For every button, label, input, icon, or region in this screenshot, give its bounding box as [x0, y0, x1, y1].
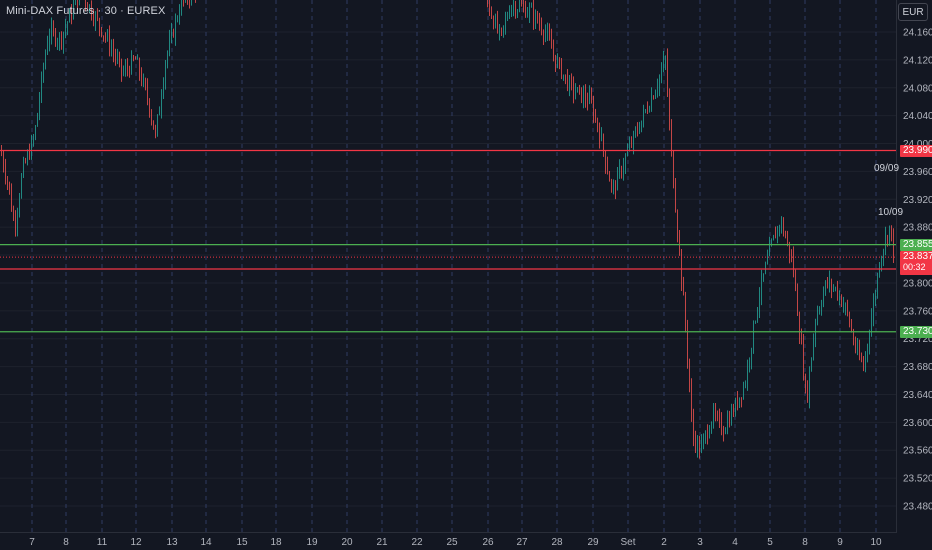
time-tick-label: 2	[661, 537, 667, 548]
price-tick-label: 23.960	[903, 167, 932, 178]
price-tick-label: 23.520	[903, 474, 932, 485]
current-price-tag: 23.837 00:32	[900, 251, 932, 274]
price-tick-label: 23.760	[903, 306, 932, 317]
time-tick-label: 20	[341, 537, 353, 548]
price-tick-label: 24.160	[903, 28, 932, 39]
price-tick-label: 23.480	[903, 502, 932, 513]
time-tick-label: 11	[97, 537, 108, 548]
symbol-title[interactable]: Mini-DAX Futures · 30 · EUREX	[6, 5, 166, 17]
price-tick-label: 23.720	[903, 334, 932, 345]
current-price-value: 23.837	[903, 251, 932, 263]
price-tick-label: 24.040	[903, 111, 932, 122]
price-tick-label: 24.120	[903, 55, 932, 66]
time-tick-label: 21	[376, 537, 388, 548]
time-tick-label: 4	[732, 537, 738, 548]
price-line-tag: 23.730	[900, 325, 932, 338]
time-tick-label: Set	[620, 537, 635, 548]
price-tick-label: 23.680	[903, 362, 932, 373]
time-tick-label: 28	[551, 537, 563, 548]
time-tick-label: 15	[236, 537, 248, 548]
price-tick-label: 23.800	[903, 278, 932, 289]
price-tick-label: 23.880	[903, 223, 932, 234]
currency-button[interactable]: EUR	[898, 3, 928, 21]
time-tick-label: 18	[270, 537, 282, 548]
time-tick-label: 26	[482, 537, 494, 548]
time-tick-label: 8	[802, 537, 808, 548]
time-tick-label: 22	[411, 537, 423, 548]
price-tick-label: 23.560	[903, 446, 932, 457]
session-label-1009: 10/09	[878, 207, 904, 218]
grid-lines	[0, 0, 896, 532]
time-tick-label: 12	[130, 537, 142, 548]
time-tick-label: 10	[870, 537, 882, 548]
session-label-0909: 09/09	[874, 163, 900, 174]
price-line-tag: 23.855	[900, 238, 932, 251]
time-tick-label: 14	[200, 537, 212, 548]
time-tick-label: 3	[697, 537, 703, 548]
time-tick-label: 8	[63, 537, 69, 548]
time-axis-divider	[0, 532, 897, 533]
price-line-tag: 23.990	[900, 144, 932, 157]
candles	[1, 0, 894, 459]
price-tick-label: 23.640	[903, 390, 932, 401]
time-tick-label: 9	[837, 537, 843, 548]
bar-countdown: 00:32	[903, 262, 926, 273]
price-tick-label: 23.920	[903, 195, 932, 206]
price-tick-label: 24.080	[903, 83, 932, 94]
time-tick-label: 5	[767, 537, 773, 548]
time-axis[interactable]: 7 8 11 12 13 14 15 18 19 20 21 22 25 26 27 28 29 Set 2 3 4 5 8…	[29, 537, 882, 548]
time-tick-label: 29	[587, 537, 599, 548]
price-tick-label: 23.600	[903, 418, 932, 429]
time-tick-label: 25	[446, 537, 458, 548]
time-tick-label: 27	[516, 537, 528, 548]
time-tick-label: 19	[306, 537, 318, 548]
price-axis-divider	[896, 0, 897, 533]
horizontal-price-lines[interactable]	[0, 149, 896, 333]
time-tick-label: 13	[166, 537, 178, 548]
time-tick-label: 7	[29, 537, 35, 548]
